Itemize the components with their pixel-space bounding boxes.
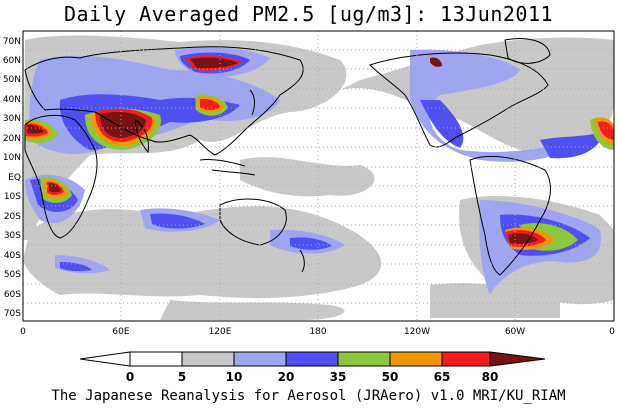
lat-label: 50S xyxy=(4,270,21,280)
lat-label: 20S xyxy=(4,212,21,222)
lat-label: 30S xyxy=(4,231,21,241)
colorbar-level: 20 xyxy=(278,370,295,384)
colorbar-arrow-left xyxy=(79,351,131,367)
lon-label: 60E xyxy=(112,327,129,337)
colorbar-segment xyxy=(337,351,391,367)
lat-label: 40N xyxy=(3,95,21,105)
lon-label: 180 xyxy=(309,327,326,337)
lat-label: 70S xyxy=(4,309,21,319)
colorbar-segment xyxy=(129,351,183,367)
colorbar-level: 5 xyxy=(178,370,186,384)
darkred-contours xyxy=(27,57,538,244)
lat-axis: 70N 60N 50N 40N 30N 20N 10N EQ 10S 20S 3… xyxy=(3,37,21,319)
lat-label: 50N xyxy=(3,75,21,85)
lat-label: 60S xyxy=(4,290,21,300)
colorbar-segment xyxy=(181,351,235,367)
lat-label: 30N xyxy=(3,114,21,124)
colorbar: 0 5 10 20 35 50 65 80 xyxy=(79,351,546,384)
coastlines xyxy=(24,38,551,276)
colorbar-segment xyxy=(233,351,287,367)
lat-label: 10S xyxy=(4,192,21,202)
colorbar-level: 35 xyxy=(330,370,347,384)
grid-lines xyxy=(23,31,614,321)
gray-contours xyxy=(23,35,614,320)
lat-label: 40S xyxy=(4,251,21,261)
colorbar-level: 10 xyxy=(226,370,243,384)
colorbar-segment xyxy=(389,351,443,367)
map-frame xyxy=(22,30,615,322)
lon-axis: 0 60E 120E 180 120W 60W 0 xyxy=(20,327,615,337)
lat-label: 20N xyxy=(3,134,21,144)
footer-credit: The Japanese Reanalysis for Aerosol (JRA… xyxy=(51,388,566,404)
colorbar-level: 0 xyxy=(126,370,134,384)
lat-label: EQ xyxy=(8,173,21,183)
lon-label: 0 xyxy=(609,327,615,337)
map-title: Daily Averaged PM2.5 [ug/m3]: 13Jun2011 xyxy=(63,2,554,26)
colorbar-segment xyxy=(285,351,339,367)
concentration-field xyxy=(23,35,614,320)
colorbar-level: 65 xyxy=(434,370,451,384)
lat-label: 70N xyxy=(3,37,21,47)
lon-label: 120E xyxy=(209,327,232,337)
lat-label: 60N xyxy=(3,56,21,66)
colorbar-level: 80 xyxy=(482,370,499,384)
lat-label: 10N xyxy=(3,153,21,163)
lon-label: 0 xyxy=(20,327,26,337)
colorbar-level: 50 xyxy=(382,370,399,384)
lon-label: 120W xyxy=(404,327,430,337)
lon-label: 60W xyxy=(505,327,525,337)
colorbar-arrow-right xyxy=(489,351,546,367)
colorbar-segment xyxy=(441,351,491,367)
